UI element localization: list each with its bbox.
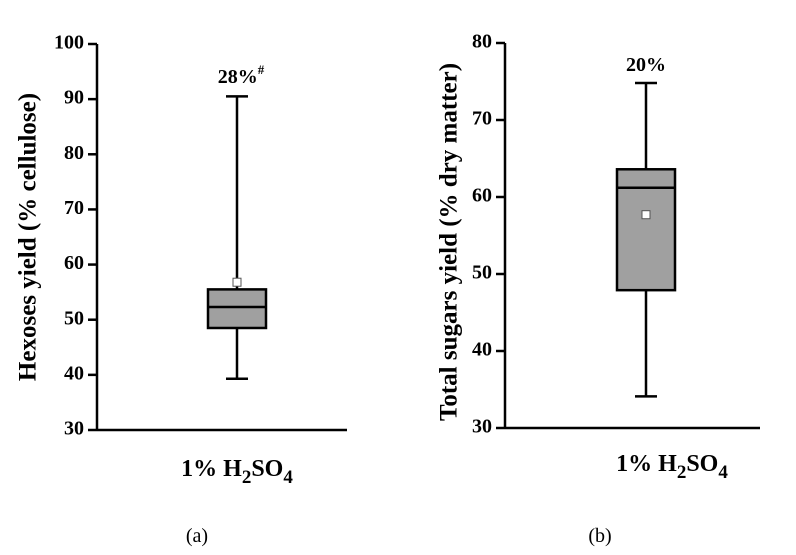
panel-b-annotation-text: 20% (626, 54, 666, 76)
panel-b-y-tick-label: 40 (472, 339, 492, 361)
panel-a-y-tick-label: 50 (64, 307, 84, 329)
panel-b-cat-base: 1% H (616, 451, 677, 477)
panel-b-mean-marker (641, 210, 651, 220)
panel-b-cat-sub2: 4 (718, 462, 728, 483)
panel-a-axis: 30 40 50 60 70 80 90 100 (54, 32, 347, 440)
panel-a-annotation-sup: # (258, 62, 265, 77)
panel-a-category-label: 1% H2SO4 (181, 456, 293, 488)
panel-a-mean-marker (232, 277, 242, 287)
panel-b-cat-sub1: 2 (677, 462, 687, 483)
panel-a-y-tick-label: 70 (64, 197, 84, 219)
panel-a-iqr-box (206, 288, 268, 330)
panel-a-cat-sub1: 2 (242, 467, 252, 488)
panel-b-boxplot (615, 81, 677, 398)
panel-a-y-tick-label: 100 (54, 32, 84, 54)
panel-a-y-tick-label: 90 (64, 87, 84, 109)
panel-b-y-tick-label: 80 (472, 31, 492, 53)
panel-a-label: (a) (186, 525, 208, 547)
panel-a-cat-base: 1% H (181, 456, 242, 482)
panel-a-cat-sub2: 4 (283, 467, 293, 488)
panel-b-axis: 30 40 50 60 70 80 (472, 31, 760, 438)
panel-b-cat-mid: SO (686, 451, 718, 477)
panel-b-label: (b) (588, 525, 611, 547)
panel-a-y-tick-label: 80 (64, 142, 84, 164)
panel-a-y-tick-label: 40 (64, 362, 84, 384)
panel-b-y-tick-label: 70 (472, 108, 492, 130)
panel-a-cat-mid: SO (251, 456, 283, 482)
panel-a-y-tick-label: 30 (64, 418, 84, 440)
panel-a-annotation-text: 28% (218, 66, 258, 88)
panel-a-ylabel: Hexoses yield (% cellulose) (15, 93, 42, 381)
panel-b-y-tick-label: 60 (472, 185, 492, 207)
panel-b-annotation: 20% (626, 54, 666, 76)
panel-b-ylabel: Total sugars yield (% dry matter) (436, 63, 463, 421)
panel-b: Total sugars yield (% dry matter) 30 40 50… (436, 31, 760, 547)
panel-b-category-label: 1% H2SO4 (616, 451, 728, 483)
panel-a: Hexoses yield (% cellulose) 30 40 50 60 70 80… (15, 32, 347, 547)
panel-a-y-tick-label: 60 (64, 252, 84, 274)
panel-b-iqr-box (615, 168, 677, 292)
panel-b-y-tick-label: 30 (472, 416, 492, 438)
panel-a-boxplot (206, 95, 268, 380)
panel-a-annotation: 28%# (218, 62, 265, 88)
panel-b-y-tick-label: 50 (472, 262, 492, 284)
